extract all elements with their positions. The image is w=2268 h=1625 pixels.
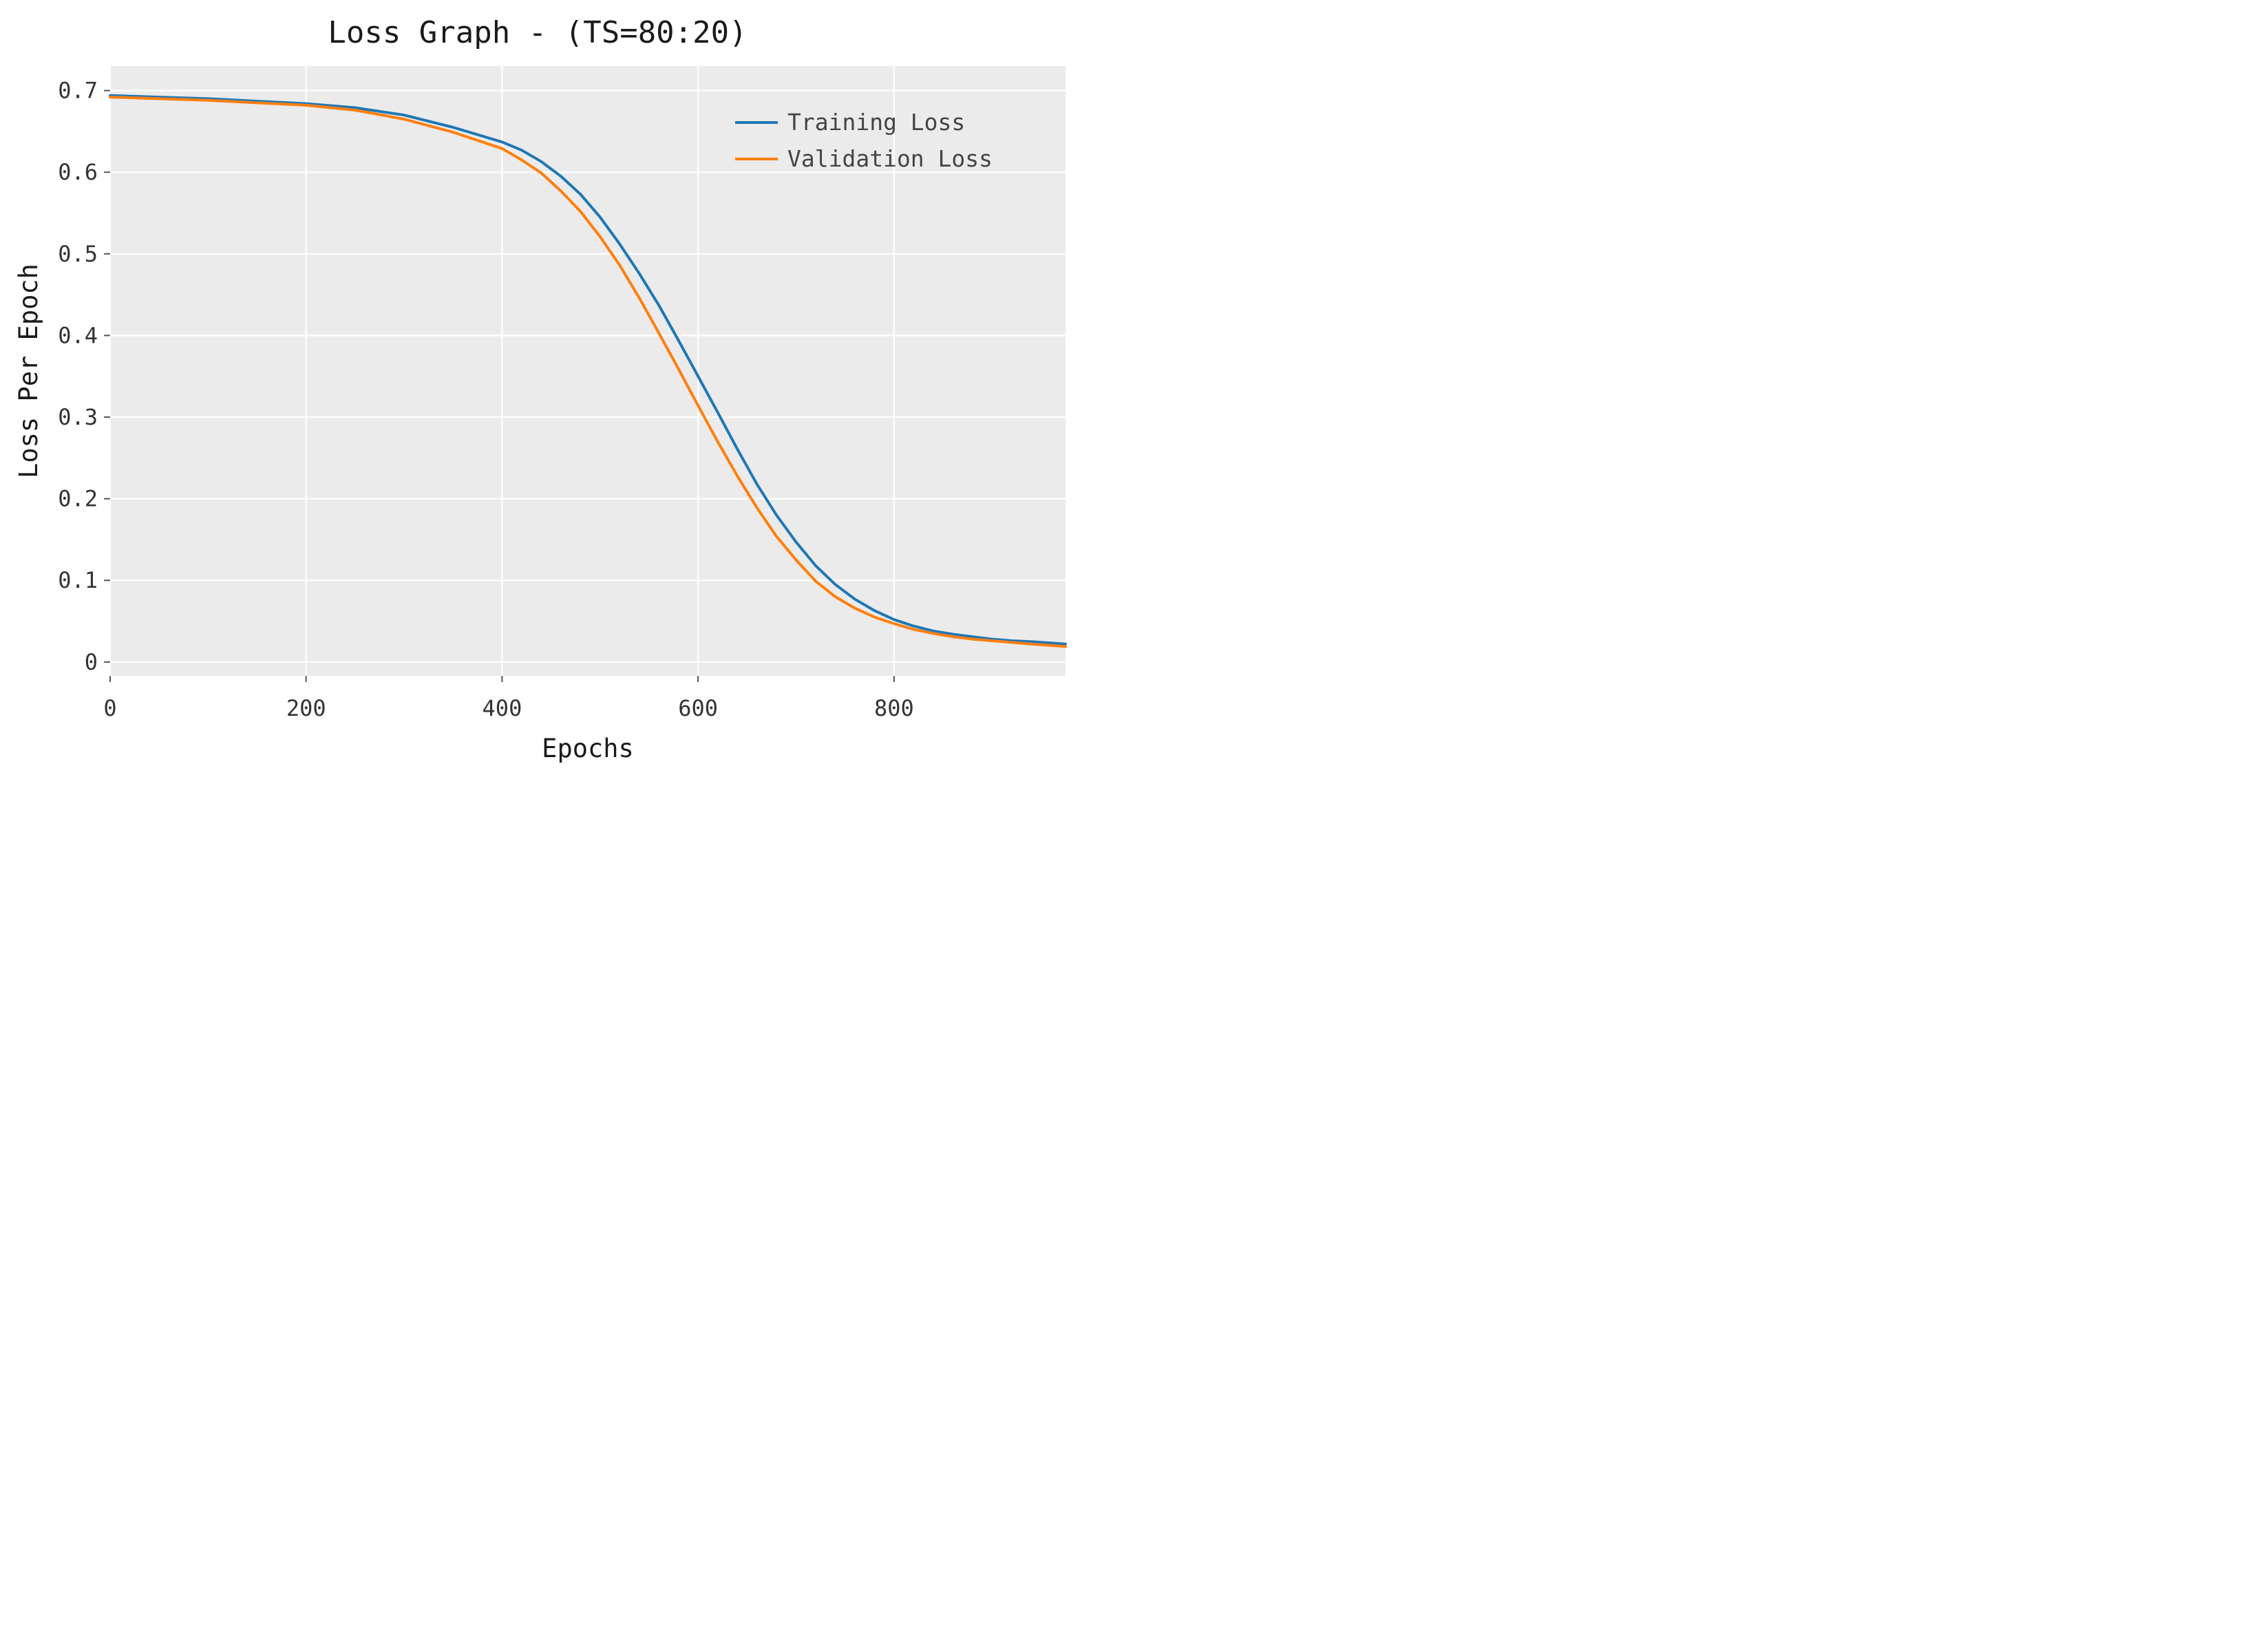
- y-axis-label: Loss Per Epoch: [14, 264, 43, 478]
- y-tick-label: 0.4: [58, 322, 98, 348]
- chart-title: Loss Graph - (TS=80:20): [328, 15, 747, 50]
- x-tick-label: 0: [103, 695, 116, 721]
- x-tick-label: 800: [874, 695, 914, 721]
- plot-area: [110, 66, 1066, 676]
- x-tick-label: 600: [678, 695, 718, 721]
- y-tick-label: 0.2: [58, 486, 98, 512]
- grid-lines: [109, 66, 1066, 676]
- series-line-training-loss: [109, 94, 1067, 646]
- series-line-validation-loss: [109, 96, 1067, 648]
- legend-label-training-loss: Training Loss: [787, 109, 965, 136]
- y-tick-label: 0.5: [58, 241, 98, 267]
- y-tick-label: 0.1: [58, 567, 98, 593]
- loss-chart: Loss Graph - (TS=80:20) 0 200 400 600 800 0 0.…: [14, 15, 1067, 763]
- legend: Training Loss Validation Loss: [735, 109, 993, 172]
- x-tick-label: 400: [483, 695, 522, 721]
- series-lines: [109, 94, 1067, 648]
- y-tick-label: 0.3: [58, 404, 98, 430]
- y-tick-label: 0.7: [58, 78, 98, 104]
- x-tick-label: 200: [286, 695, 326, 721]
- y-tick-label: 0.6: [58, 159, 98, 185]
- y-tick-label: 0: [85, 649, 98, 675]
- legend-label-validation-loss: Validation Loss: [787, 145, 993, 172]
- axis-ticks: 0 200 400 600 800 0 0.1 0.2 0.3 0.4 0.5 0.6 0.7: [58, 78, 914, 721]
- x-axis-label: Epochs: [542, 734, 634, 763]
